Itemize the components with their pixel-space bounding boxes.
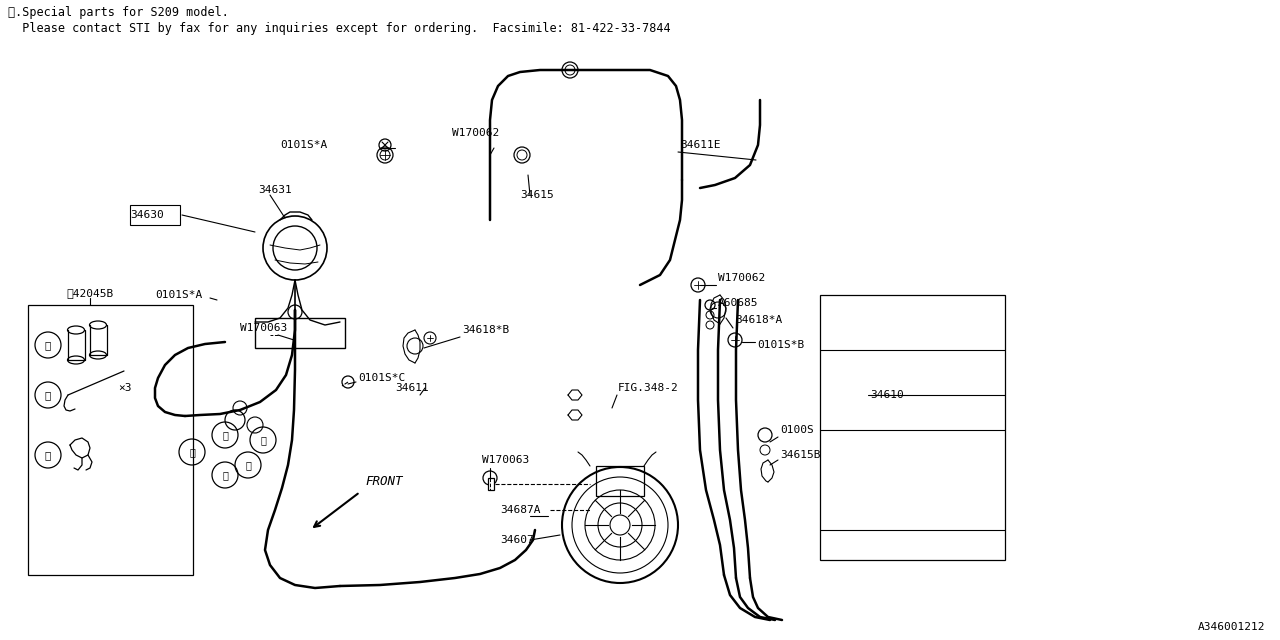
Text: ②: ②: [221, 430, 228, 440]
Text: 0101S*A: 0101S*A: [155, 290, 202, 300]
Text: ×3: ×3: [118, 383, 132, 393]
Text: ※42045B: ※42045B: [67, 288, 114, 298]
Text: ③: ③: [260, 435, 266, 445]
Text: 34610: 34610: [870, 390, 904, 400]
Text: ②: ②: [244, 460, 251, 470]
Text: W170063: W170063: [241, 323, 287, 333]
Text: ※.Special parts for S209 model.: ※.Special parts for S209 model.: [8, 6, 229, 19]
Text: 34607: 34607: [500, 535, 534, 545]
Text: FIG.348-2: FIG.348-2: [618, 383, 678, 393]
Text: 34611E: 34611E: [680, 140, 721, 150]
Text: A60685: A60685: [718, 298, 759, 308]
Text: 0101S*C: 0101S*C: [358, 373, 406, 383]
Text: W170063: W170063: [483, 455, 529, 465]
Text: 34631: 34631: [259, 185, 292, 195]
Bar: [488, 478, 494, 490]
Text: FRONT: FRONT: [365, 475, 402, 488]
Bar: [28, 305, 193, 575]
Bar: [131, 205, 180, 225]
Text: 34618*B: 34618*B: [462, 325, 509, 335]
Bar: [255, 318, 346, 348]
Text: 34687A: 34687A: [500, 505, 540, 515]
Text: 0101S*B: 0101S*B: [756, 340, 804, 350]
Text: 34615: 34615: [520, 190, 554, 200]
Bar: [820, 295, 1005, 560]
Text: ③: ③: [45, 450, 51, 460]
Text: ①: ①: [45, 340, 51, 350]
Text: ②: ②: [221, 470, 228, 480]
Text: ①: ①: [189, 447, 195, 457]
Text: A346001212: A346001212: [1198, 622, 1265, 632]
Text: 34615B: 34615B: [780, 450, 820, 460]
Text: Please contact STI by fax for any inquiries except for ordering.  Facsimile: 81-: Please contact STI by fax for any inquir…: [8, 22, 671, 35]
Text: 34611: 34611: [396, 383, 429, 393]
Text: ②: ②: [45, 390, 51, 400]
Text: W170062: W170062: [452, 128, 499, 138]
Bar: [596, 466, 644, 496]
Text: 34630: 34630: [131, 210, 164, 220]
Text: 0100S: 0100S: [780, 425, 814, 435]
Text: 34618*A: 34618*A: [735, 315, 782, 325]
Text: 0101S*A: 0101S*A: [280, 140, 328, 150]
Text: W170062: W170062: [718, 273, 765, 283]
